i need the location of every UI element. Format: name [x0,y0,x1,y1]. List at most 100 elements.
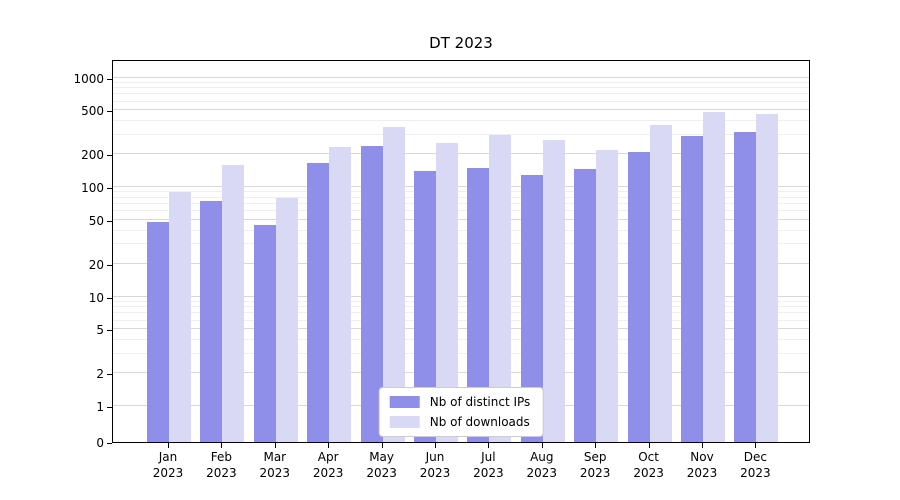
bar-distinct-ips [147,221,169,442]
minor-gridline [113,196,809,198]
bar-distinct-ips [414,171,436,442]
bar-group [734,61,779,442]
legend: Nb of distinct IPs Nb of downloads [378,387,544,437]
y-tick-label: 10 [88,290,104,305]
bar-distinct-ips [360,146,383,442]
y-tick-mark [107,443,112,444]
bar-distinct-ips [307,163,330,442]
x-tick-label: Jun 2023 [419,450,451,480]
chart-title: DT 2023 [429,34,493,52]
y-tick-label: 50 [88,213,104,228]
y-tick-label: 20 [88,257,104,272]
major-gridline [113,153,809,155]
minor-gridline [113,202,809,204]
y-tick-mark [107,220,112,222]
bar-group [681,61,725,442]
bar-distinct-ips [520,174,543,442]
minor-gridline [113,300,809,302]
y-axis-ticks [107,0,112,500]
x-tick-label: Oct 2023 [633,450,664,480]
bar-downloads [382,127,405,442]
bar-downloads [436,143,458,442]
y-tick-mark [107,330,112,332]
x-tick-label: Mar 2023 [259,450,291,480]
major-gridline [113,76,809,78]
legend-label-distinct-ips: Nb of distinct IPs [429,395,531,409]
bar-group [627,61,672,442]
x-tick-mark [488,443,490,448]
x-tick-mark [168,443,169,448]
bar-distinct-ips [253,224,276,442]
minor-gridline [113,191,809,193]
x-tick-label: Feb 2023 [206,450,237,480]
bar-downloads [703,112,725,442]
y-tick-label: 100 [81,181,104,195]
bar-downloads [756,114,779,442]
major-gridline [113,262,809,264]
x-tick-label: Jul 2023 [473,450,504,480]
x-tick-mark [221,443,223,448]
x-tick-label: Nov 2023 [686,450,718,480]
minor-gridline [113,87,809,89]
bar-group [414,61,458,442]
minor-gridline [113,312,809,314]
y-tick-mark [107,188,112,189]
bar-downloads [489,134,512,442]
bar-distinct-ips [467,167,490,442]
bar-downloads [222,164,245,442]
bar-group [307,61,352,442]
bar-downloads [542,139,565,442]
y-tick-label: 1 [96,400,104,414]
y-tick-mark [107,407,112,408]
legend-label-downloads: Nb of downloads [429,415,530,429]
bar-downloads [275,197,298,442]
bar-distinct-ips [627,151,650,442]
minor-gridline [113,352,809,354]
y-axis-labels: 0 1 2 5 10 20 50 100 200 500 1000 [0,0,104,500]
bar-group [467,61,512,442]
major-gridline [113,109,809,111]
minor-gridline [113,93,809,95]
x-tick-mark [381,443,383,448]
minor-gridline [113,339,809,341]
y-tick-label: 200 [81,148,104,163]
bar-group [360,61,405,442]
y-tick-label: 2 [96,367,104,382]
major-gridline [113,295,809,297]
bar-downloads [649,124,672,442]
bar-group [200,61,245,442]
major-gridline [113,372,809,374]
minor-gridline [113,120,809,122]
bar-downloads [596,149,619,442]
bar-group [520,61,565,442]
bar-downloads [169,192,191,442]
minor-gridline [113,133,809,135]
legend-swatch-distinct-ips [389,396,420,408]
legend-item-downloads: Nb of downloads [389,415,531,429]
bar-group [147,61,191,442]
y-tick-mark [107,297,112,299]
y-tick-mark [107,111,112,113]
y-tick-label: 1000 [73,71,104,86]
x-tick-label: Dec 2023 [740,450,771,480]
y-tick-label: 5 [96,323,104,338]
major-gridline [113,328,809,330]
bar-distinct-ips [681,136,703,442]
plot-inner [113,61,809,442]
minor-gridline [113,319,809,321]
major-gridline [113,218,809,220]
x-tick-mark [328,443,330,448]
x-tick-label: Aug 2023 [526,450,558,480]
x-tick-mark [755,443,757,448]
y-tick-mark [107,78,112,80]
y-tick-mark [107,264,112,266]
minor-gridline [113,306,809,308]
bar-distinct-ips [734,131,757,442]
x-tick-label: Apr 2023 [312,450,344,480]
minor-gridline [113,210,809,212]
x-tick-mark [595,443,597,448]
y-tick-mark [107,374,112,376]
x-tick-label: Sep 2023 [579,450,611,480]
y-tick-mark [107,155,112,157]
minor-gridline [113,100,809,102]
